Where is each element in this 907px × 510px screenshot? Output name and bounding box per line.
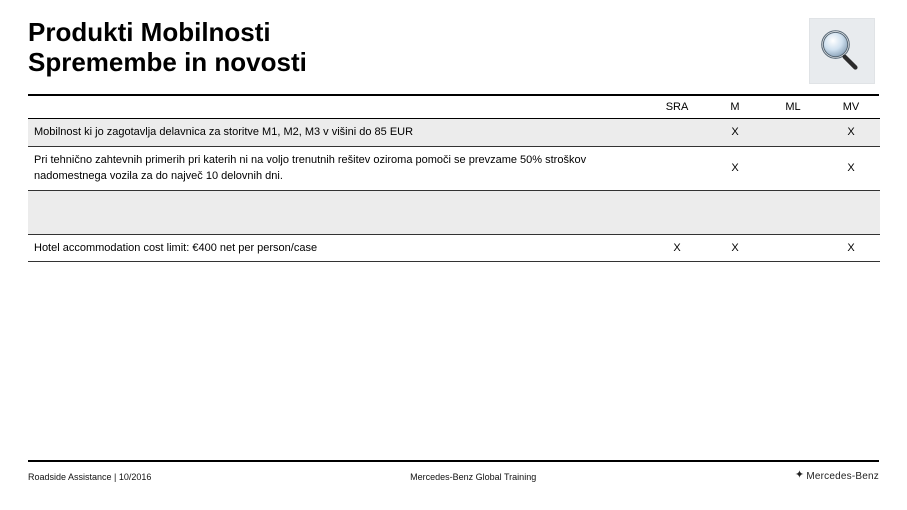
product-table: SRA M ML MV Mobilnost ki jo zagotavlja d… xyxy=(28,96,880,262)
title-line-1: Produkti Mobilnosti xyxy=(28,18,307,48)
footer-rule xyxy=(28,460,879,462)
row-desc: Hotel accommodation cost limit: €400 net… xyxy=(28,234,648,262)
brand-text: Mercedes-Benz xyxy=(806,471,879,482)
page-title: Produkti Mobilnosti Spremembe in novosti xyxy=(28,18,307,78)
cell: X xyxy=(648,234,706,262)
cell: X xyxy=(822,234,880,262)
cell xyxy=(764,119,822,147)
cell: X xyxy=(822,119,880,147)
cell: X xyxy=(706,234,764,262)
col-m: M xyxy=(706,96,764,119)
row-desc: Pri tehnično zahtevnih primerih pri kate… xyxy=(28,146,648,190)
table-row: Pri tehnično zahtevnih primerih pri kate… xyxy=(28,146,880,190)
footer: Roadside Assistance | 10/2016 Mercedes-B… xyxy=(28,460,879,482)
table-row: Mobilnost ki jo zagotavlja delavnica za … xyxy=(28,119,880,147)
star-icon: ✦ xyxy=(795,468,804,481)
cell xyxy=(648,119,706,147)
cell: X xyxy=(706,119,764,147)
col-ml: ML xyxy=(764,96,822,119)
brand-logo: ✦Mercedes-Benz xyxy=(795,468,879,482)
table-row: Hotel accommodation cost limit: €400 net… xyxy=(28,234,880,262)
footer-center: Mercedes-Benz Global Training xyxy=(410,472,536,482)
row-desc: Mobilnost ki jo zagotavlja delavnica za … xyxy=(28,119,648,147)
title-line-2: Spremembe in novosti xyxy=(28,48,307,78)
col-mv: MV xyxy=(822,96,880,119)
footer-left: Roadside Assistance | 10/2016 xyxy=(28,472,151,482)
cell: X xyxy=(706,146,764,190)
table-header-row: SRA M ML MV xyxy=(28,96,880,119)
cell: X xyxy=(822,146,880,190)
table-row xyxy=(28,190,880,234)
col-sra: SRA xyxy=(648,96,706,119)
cell xyxy=(764,234,822,262)
cell xyxy=(764,146,822,190)
magnifier-icon xyxy=(809,18,875,84)
cell xyxy=(648,146,706,190)
